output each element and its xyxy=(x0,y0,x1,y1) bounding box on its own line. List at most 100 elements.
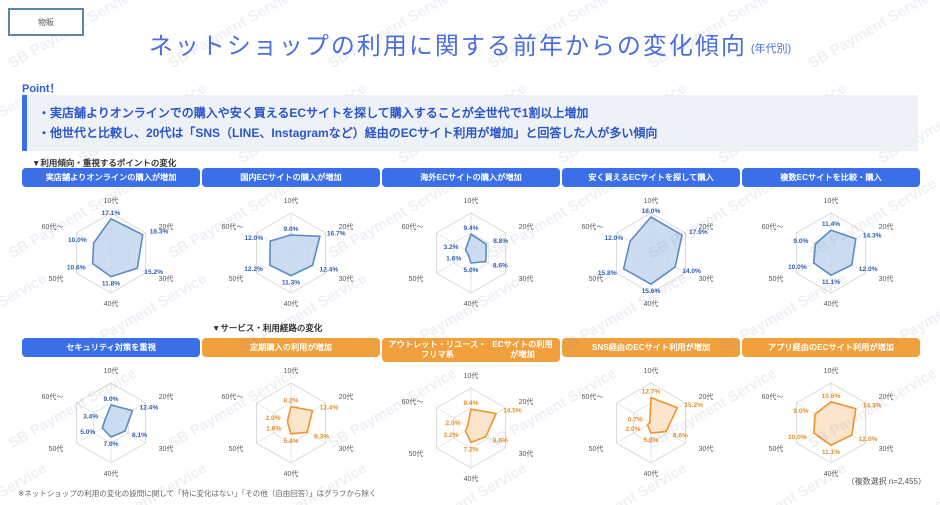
radar-axis-label: 40代 xyxy=(104,469,119,478)
page-title: ネットショップの利用に関する前年からの変化傾向 (年代別) xyxy=(0,26,940,61)
radar-axis-label: 20代 xyxy=(159,392,174,401)
radar-value-label: 9.4% xyxy=(463,225,478,232)
radar-spoke xyxy=(256,422,292,444)
radar-axis-label: 60代～ xyxy=(762,222,784,231)
radar-value-label: 17.9% xyxy=(689,229,708,236)
chart-title-chip[interactable]: 海外ECサイトの購入が増加 xyxy=(382,168,560,187)
radar-axis-label: 40代 xyxy=(464,299,479,308)
radar-axis-label: 10代 xyxy=(464,196,479,205)
radar-axis-label: 60代～ xyxy=(402,222,424,231)
chart-cell: 安く買えるECサイトを探して購入 10代 20代 30代 40代 50代 60代～ 18.0%… xyxy=(562,168,740,311)
radar-axis-label: 20代 xyxy=(339,392,354,401)
chart-title-chip[interactable]: セキュリティ対策を重視 xyxy=(22,338,200,357)
radar-axis-label: 20代 xyxy=(339,222,354,231)
point-accent-bar xyxy=(22,95,27,151)
chart-title-chip[interactable]: SNS経由のECサイト利用が増加 xyxy=(562,338,740,357)
chart-cell: SNS経由のECサイト利用が増加 10代 20代 30代 40代 50代 60代～ 12.7%… xyxy=(562,338,740,481)
radar-value-label: 8.6% xyxy=(493,263,508,270)
radar-axis-label: 60代～ xyxy=(222,222,244,231)
radar-axis-label: 40代 xyxy=(104,299,119,308)
radar-chart: 10代 20代 30代 40代 50代 60代～ 11.4% 14.3% 12.0% 11.1% 1… xyxy=(762,196,894,308)
radar-axis-label: 10代 xyxy=(104,196,119,205)
radar-axis-label: 10代 xyxy=(284,196,299,205)
radar-axis-label: 50代 xyxy=(49,444,64,453)
radar-value-label: 8.6% xyxy=(673,433,688,440)
chart-canvas: 10代 20代 30代 40代 50代 60代～ 12.7% 15.2% 8.6% 5.0% 2.0… xyxy=(562,363,740,481)
chart-title-chip[interactable]: 実店舗よりオンラインの購入が増加 xyxy=(22,168,200,187)
chart-title-chip[interactable]: 国内ECサイトの購入が増加 xyxy=(202,168,380,187)
chart-title-chip[interactable]: 安く買えるECサイトを探して購入 xyxy=(562,168,740,187)
radar-axis-label: 40代 xyxy=(644,469,659,478)
radar-axis-label: 20代 xyxy=(879,222,894,231)
chart-title-chip[interactable]: 複数ECサイトを比較・購入 xyxy=(742,168,920,187)
radar-axis-label: 30代 xyxy=(519,274,534,283)
chart-cell: 複数ECサイトを比較・購入 10代 20代 30代 40代 50代 60代～ 11.4% 14.… xyxy=(742,168,920,311)
radar-value-label: 12.2% xyxy=(244,266,263,273)
radar-axis-label: 30代 xyxy=(339,274,354,283)
chart-title-chip[interactable]: アウトレット・リユース・フリマ系 ECサイトの利用が増加 xyxy=(382,338,560,362)
radar-value-label: 7.0% xyxy=(103,441,118,448)
radar-value-label: 8.8% xyxy=(493,238,508,245)
radar-axis-label: 20代 xyxy=(699,392,714,401)
radar-value-label: 12.7% xyxy=(642,389,661,396)
radar-value-label: 10.6% xyxy=(67,265,86,272)
radar-value-label: 10.6% xyxy=(822,393,841,400)
radar-axis-label: 10代 xyxy=(284,366,299,375)
radar-value-label: 5.0% xyxy=(463,267,478,274)
radar-chart: 10代 20代 30代 40代 50代 60代～ 9.4% 8.8% 8.6% 5.0%1.6% 3… xyxy=(402,196,534,308)
chart-title-line: ECサイトの利用が増加 xyxy=(492,340,553,359)
radar-value-label: 9.0% xyxy=(793,408,808,415)
radar-chart: 10代 20代 30代 40代 50代 60代～ 17.1% 18.3% 15.2% 11.8% 1… xyxy=(42,196,174,308)
chart-cell: セキュリティ対策を重視 10代 20代 30代 40代 50代 60代～ 9.0% 12.4% 8… xyxy=(22,338,200,481)
radar-axis-label: 30代 xyxy=(699,444,714,453)
chart-cell: 海外ECサイトの購入が増加 10代 20代 30代 40代 50代 60代～ 9.4% 8.8%… xyxy=(382,168,560,311)
radar-value-label: 11.1% xyxy=(822,449,840,456)
radar-value-label: 15.6% xyxy=(642,288,661,295)
chart-canvas: 10代 20代 30代 40代 50代 60代～ 10.6% 14.3% 12.0% 11.1% 1… xyxy=(742,363,920,481)
radar-series-polygon xyxy=(91,217,144,278)
radar-value-label: 12.0% xyxy=(604,235,623,242)
radar-axis-label: 30代 xyxy=(159,444,174,453)
chart-title-line: 定期購入の利用が増加 xyxy=(250,342,332,352)
radar-axis-label: 50代 xyxy=(229,274,244,283)
radar-axis-label: 30代 xyxy=(699,274,714,283)
radar-value-label: 16.7% xyxy=(327,230,346,237)
radar-axis-label: 20代 xyxy=(159,222,174,231)
chart-title-chip[interactable]: アプリ経由のECサイト利用が増加 xyxy=(742,338,920,357)
radar-value-label: 12.4% xyxy=(320,405,339,412)
radar-spoke xyxy=(616,402,652,424)
radar-series-polygon xyxy=(812,400,857,446)
section-marker-1: ▼利用傾向・重視するポイントの変化 xyxy=(32,158,177,168)
radar-value-label: 5.4% xyxy=(283,438,298,445)
point-lines: ・実店舗よりオンラインでの購入や安く買えるECサイトを探して購入することが全世代… xyxy=(38,103,912,143)
chart-canvas: 10代 20代 30代 40代 50代 60代～ 11.4% 14.3% 12.0% 11.1% 1… xyxy=(742,193,920,311)
point-label: Point！ xyxy=(22,83,61,95)
radar-value-label: 18.3% xyxy=(150,229,169,236)
chart-canvas: 10代 20代 30代 40代 50代 60代～ 9.0% 12.4% 8.1% 7.0% 5.0%… xyxy=(22,363,200,481)
radar-axis-label: 30代 xyxy=(519,449,534,458)
radar-value-label: 11.8% xyxy=(102,281,120,288)
point-line-2: ・他世代と比較し、20代は「SNS（LINE、Instagramなど）経由のEC… xyxy=(38,126,658,140)
radar-axis-label: 30代 xyxy=(159,274,174,283)
radar-spoke xyxy=(256,402,292,424)
chart-cell: 実店舗よりオンラインの購入が増加 10代 20代 30代 40代 50代 60代～ 17.1%… xyxy=(22,168,200,311)
radar-value-label: 3.2% xyxy=(443,432,458,439)
radar-value-label: 11.1% xyxy=(822,279,840,286)
radar-chart: 10代 20代 30代 40代 50代 60代～ 8.2% 12.4% 9.3% 5.4%1.6%… xyxy=(222,366,354,478)
radar-axis-label: 60代～ xyxy=(42,222,64,231)
category-tab-物販[interactable]: 物販 xyxy=(8,8,84,36)
radar-value-label: 9.0% xyxy=(103,396,118,403)
radar-value-label: 18.0% xyxy=(642,208,661,215)
radar-series-polygon xyxy=(464,233,487,264)
radar-value-label: 10.0% xyxy=(788,264,807,271)
radar-spoke xyxy=(436,407,472,429)
radar-value-label: 14.3% xyxy=(863,233,882,240)
chart-cell: アプリ経由のECサイト利用が増加 10代 20代 30代 40代 50代 60代～ 10.6%… xyxy=(742,338,920,481)
radar-axis-label: 30代 xyxy=(879,444,894,453)
radar-chart: 10代 20代 30代 40代 50代 60代～ 12.7% 15.2% 8.6% 5.0%2.0… xyxy=(582,366,714,478)
radar-series-polygon xyxy=(269,234,321,277)
chart-title-chip[interactable]: 定期購入の利用が増加 xyxy=(202,338,380,357)
radar-axis-label: 60代～ xyxy=(402,397,424,406)
radar-axis-label: 60代～ xyxy=(582,222,604,231)
point-line-1: ・実店舗よりオンラインでの購入や安く買えるECサイトを探して購入することが全世代… xyxy=(38,106,589,120)
